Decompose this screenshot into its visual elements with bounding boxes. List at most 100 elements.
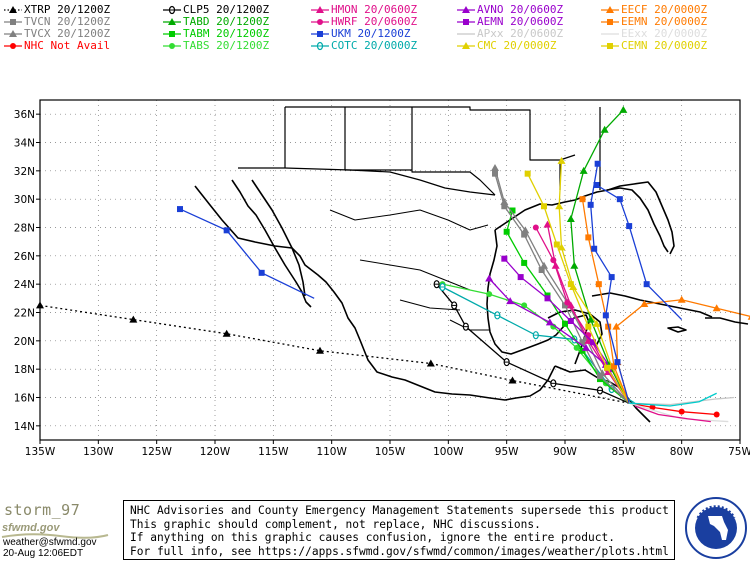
legend-swatch-icon (601, 19, 619, 25)
track-point (712, 304, 721, 312)
track-point (532, 331, 539, 340)
track-point (564, 299, 571, 306)
legend-label: TVCN 20/1200Z (24, 15, 111, 28)
legend-swatch-icon (163, 31, 181, 37)
track-point (521, 259, 528, 266)
legend-swatch-icon (311, 41, 329, 51)
track-point (550, 257, 557, 264)
y-tick-label: 34N (14, 138, 35, 150)
track-xtrp (36, 301, 630, 404)
track-point (501, 203, 508, 210)
track-point (462, 322, 469, 331)
track-point (177, 206, 183, 213)
track-point (544, 295, 551, 302)
track-line (628, 402, 729, 423)
usa-coastline (194, 185, 556, 401)
track-point (426, 359, 435, 367)
track-point (433, 280, 440, 289)
track-cemn (524, 170, 630, 404)
legend-label: TABS 20/1200Z (183, 39, 270, 52)
track-point (640, 300, 649, 307)
track-tvcx (491, 164, 630, 404)
legend-marker (607, 43, 613, 49)
track-point (550, 379, 557, 388)
legend-label: HMON 20/0600Z (331, 3, 418, 16)
contact-email[interactable]: weather@sfwmd.gov (3, 537, 97, 548)
y-tick-label: 36N (14, 109, 35, 121)
legend-swatch-icon (601, 6, 619, 13)
track-line (629, 396, 735, 406)
legend-swatch-icon (457, 6, 475, 13)
legend-marker (462, 42, 470, 49)
track-nhc-east (629, 402, 720, 418)
track-point (521, 231, 528, 238)
track-point (540, 261, 548, 269)
track-point (555, 202, 564, 210)
legend-label: TVCX 20/1200Z (24, 27, 111, 40)
y-tick-label: 14N (14, 421, 35, 433)
track-line (494, 173, 630, 404)
disclaimer-line-3: If anything on this graphic causes confu… (130, 531, 615, 544)
track-clp5 (433, 280, 630, 404)
model-tracks (36, 105, 750, 423)
track-eecf (612, 295, 750, 404)
x-tick-label: 80W (670, 446, 694, 458)
brand-url[interactable]: sfwmd.gov (2, 522, 60, 534)
track-point (129, 315, 138, 323)
track-point (593, 182, 600, 188)
track-ukm-pacific (177, 206, 315, 299)
track-point (566, 301, 575, 309)
track-point (643, 281, 650, 288)
legend-swatch-icon (163, 43, 181, 49)
track-point (486, 291, 493, 298)
track-point (532, 224, 539, 231)
x-tick-label: 115W (258, 446, 289, 458)
x-tick-label: 105W (375, 446, 406, 458)
track-point (678, 408, 685, 415)
track-point (500, 198, 509, 205)
legend-swatch-icon (311, 31, 329, 37)
brand-title: storm_97 (4, 501, 81, 519)
legend-label: CLP5 20/1200Z (183, 3, 270, 16)
track-line (570, 109, 630, 404)
track-point (562, 320, 568, 327)
cuba (591, 292, 713, 318)
x-tick-label: 95W (495, 446, 519, 458)
legend-label: APxx 20/0600Z (477, 27, 564, 40)
track-ukm-east (593, 182, 683, 321)
legend-swatch-icon (601, 43, 619, 49)
legend-label: EECF 20/0000Z (621, 3, 708, 16)
legend-label: TABM 20/1200Z (183, 27, 270, 40)
track-point (612, 322, 621, 330)
legend-label: TABD 20/1200Z (183, 15, 270, 28)
legend-label: CEMN 20/0000Z (621, 39, 708, 52)
track-point (567, 281, 574, 288)
legend-swatch-icon (4, 6, 22, 13)
x-tick-label: 100W (433, 446, 464, 458)
track-point (579, 166, 588, 174)
hispaniola (705, 317, 749, 325)
track-point (600, 125, 609, 133)
disclaimer-line-4[interactable]: For full info, see https://apps.sfwmd.go… (130, 544, 668, 558)
y-tick-label: 20N (14, 336, 35, 348)
track-line (629, 392, 717, 407)
legend-label: HWRF 20/0600Z (331, 15, 418, 28)
legend-swatch-icon (457, 19, 475, 25)
y-tick-label: 16N (14, 393, 35, 405)
track-eexx (628, 402, 729, 423)
track-point (543, 220, 552, 228)
track-point (501, 255, 508, 262)
legend-label: XTRP 20/1200Z (24, 3, 111, 16)
track-point (592, 319, 601, 327)
track-point (677, 295, 686, 303)
legend-swatch-icon (601, 33, 619, 35)
timestamp: 20-Aug 12:06EDT (3, 548, 84, 559)
legend-swatch-icon (4, 43, 22, 49)
legend-label: COTC 20/0000Z (331, 39, 418, 52)
track-point (602, 312, 609, 319)
x-tick-label: 125W (141, 446, 172, 458)
track-point (587, 201, 594, 208)
track-point (509, 207, 516, 214)
legend-swatch-icon (311, 6, 329, 13)
track-ukm (587, 160, 630, 404)
